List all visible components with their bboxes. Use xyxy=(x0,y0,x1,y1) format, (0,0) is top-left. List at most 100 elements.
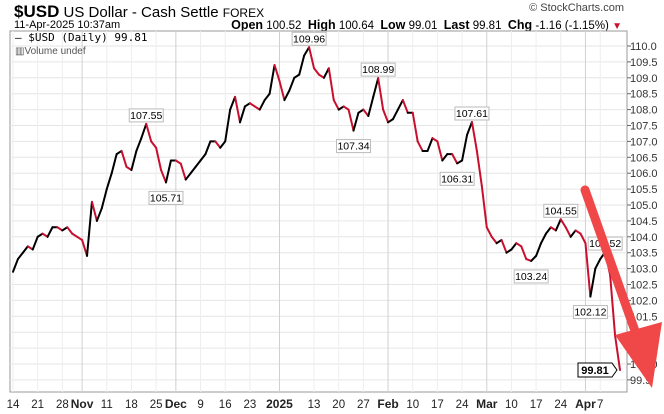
price-segment xyxy=(204,140,212,156)
x-tick-label: 10 xyxy=(406,399,419,411)
x-tick-label: 7 xyxy=(597,399,603,411)
y-tick-label: 105.0 xyxy=(630,200,658,212)
price-segment xyxy=(214,140,222,149)
chg-label: Chg xyxy=(507,18,533,32)
annotation-label: 107.61 xyxy=(456,108,488,120)
chg-value: -1.16 (-1.15%) xyxy=(535,20,609,32)
open-label: Open xyxy=(231,18,264,32)
y-tick-label: 106.5 xyxy=(630,152,658,164)
price-segment xyxy=(46,226,54,238)
y-tick-label: 105.5 xyxy=(630,184,658,196)
x-tick-label: 27 xyxy=(357,399,370,411)
price-segment xyxy=(229,95,237,111)
symbol: $USD xyxy=(14,2,60,21)
price-segment xyxy=(189,165,197,175)
price-segment xyxy=(145,122,153,143)
price-segment xyxy=(234,95,242,124)
annotation-label: 109.96 xyxy=(293,33,325,45)
price-segment xyxy=(426,137,434,152)
x-tick-label: 28 xyxy=(56,399,69,411)
high-label: High xyxy=(307,18,336,32)
timestamp: 11-Apr-2025 10:37am xyxy=(14,19,121,31)
price-segment xyxy=(470,121,478,152)
price-segment xyxy=(589,267,597,298)
price-segment xyxy=(579,232,587,245)
price-segment xyxy=(609,273,617,337)
volume-icon: ▥ xyxy=(15,46,25,57)
price-segment xyxy=(105,172,113,191)
price-segment xyxy=(559,218,567,229)
x-tick-label: 14 xyxy=(7,399,20,411)
price-segment xyxy=(614,334,621,372)
annotation-label: 107.34 xyxy=(337,141,369,153)
price-segment xyxy=(475,149,483,187)
price-segment xyxy=(520,245,528,261)
price-segment xyxy=(288,76,296,92)
price-segment xyxy=(530,254,538,262)
price-segment xyxy=(411,111,419,143)
price-segment xyxy=(150,140,158,149)
price-segment xyxy=(194,159,202,168)
annotation-label: 106.31 xyxy=(441,173,473,185)
annotation-box xyxy=(148,190,184,205)
price-segment xyxy=(160,169,167,184)
annotation-box xyxy=(572,305,608,320)
x-tick-label: 2025 xyxy=(266,397,293,411)
annotation-box xyxy=(128,108,164,123)
price-segment xyxy=(535,242,543,257)
price-segment xyxy=(199,153,207,162)
x-tick-label: 24 xyxy=(554,399,567,411)
price-segment xyxy=(258,99,266,111)
y-tick-label: 102.0 xyxy=(630,295,658,307)
price-segment xyxy=(367,95,375,117)
annotation-label: 107.55 xyxy=(130,110,162,122)
price-segment xyxy=(480,184,488,229)
x-tick-label: Nov xyxy=(71,397,94,411)
price-segment xyxy=(239,105,246,124)
price-segment xyxy=(416,140,424,152)
price-segment xyxy=(544,226,552,235)
price-segment xyxy=(382,108,390,124)
price-segment xyxy=(66,226,74,235)
price-segment xyxy=(130,149,138,172)
last-price-label: 99.81 xyxy=(581,365,609,377)
price-segment xyxy=(21,245,29,254)
price-segment xyxy=(401,99,409,114)
x-tick-label: Apr xyxy=(575,397,596,411)
x-tick-label: 24 xyxy=(456,399,469,411)
price-segment xyxy=(594,258,602,270)
price-segment xyxy=(164,159,172,184)
price-segment xyxy=(140,122,148,140)
down-triangle-icon: ▼ xyxy=(612,21,622,32)
price-segment xyxy=(327,67,335,102)
price-segment xyxy=(120,149,128,168)
annotation-box xyxy=(439,171,475,186)
price-segment xyxy=(554,218,562,232)
price-segment xyxy=(219,140,227,149)
last-value: 99.81 xyxy=(472,20,502,32)
price-segment xyxy=(135,137,143,152)
price-segment xyxy=(352,111,360,132)
price-segment xyxy=(372,77,380,98)
price-segment xyxy=(490,235,498,245)
x-tick-label: Dec xyxy=(165,397,187,411)
price-segment xyxy=(485,226,493,238)
price-segment xyxy=(569,229,577,238)
price-segment xyxy=(86,200,93,257)
quote-bar: Open 100.52 High 100.64 Low 99.01 Last 9… xyxy=(231,18,622,32)
legend-volume: ▥Volume undef xyxy=(15,46,86,57)
annotation-label: 108.99 xyxy=(362,64,394,76)
x-tick-label: 10 xyxy=(505,399,518,411)
x-tick-label: Mar xyxy=(476,397,498,411)
x-tick-label: 20 xyxy=(332,399,345,411)
annotation-box xyxy=(336,139,372,154)
price-segment xyxy=(278,79,286,102)
price-segment xyxy=(90,200,98,222)
price-segment xyxy=(466,121,473,137)
price-segment xyxy=(12,258,19,273)
price-segment xyxy=(313,67,320,76)
price-segment xyxy=(500,238,508,254)
price-segment xyxy=(268,64,276,95)
price-segment xyxy=(436,140,444,162)
price-segment xyxy=(303,46,311,57)
